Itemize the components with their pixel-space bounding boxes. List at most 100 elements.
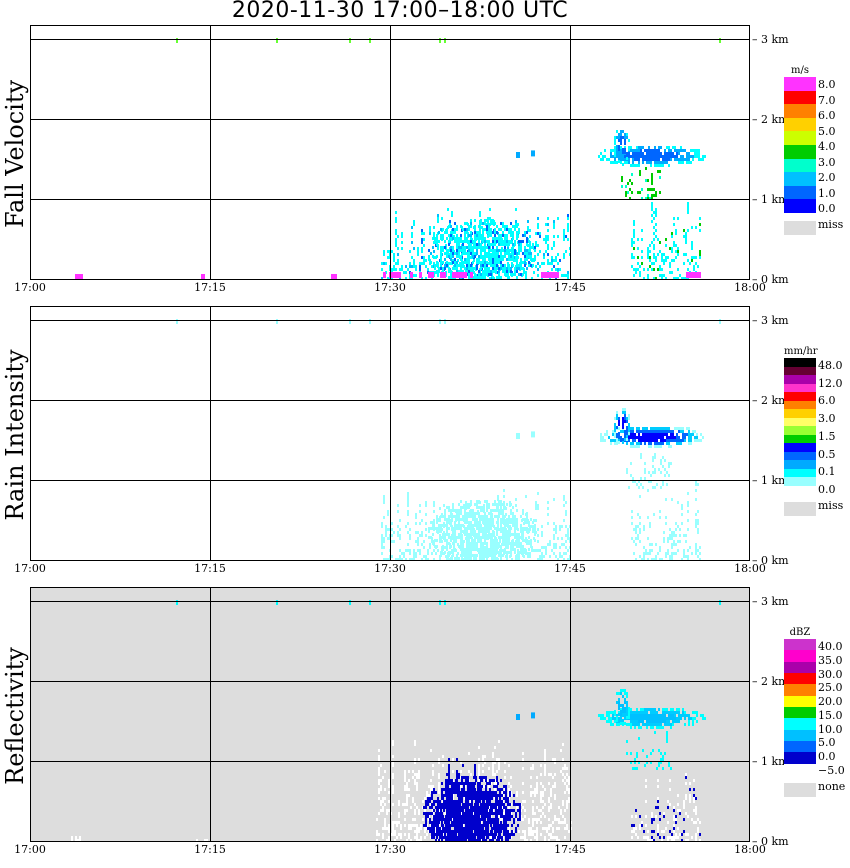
echo-pixel — [650, 474, 652, 477]
echo-pixel — [392, 824, 394, 827]
echo-pixel — [685, 235, 687, 238]
echo-pixel — [518, 273, 520, 276]
echo-pixel — [524, 521, 526, 524]
echo-pixel — [700, 158, 702, 161]
echo-pixel — [436, 821, 438, 824]
echo-pixel — [437, 806, 439, 809]
echo-pixel — [452, 833, 454, 836]
echo-pixel — [656, 439, 658, 442]
echo-pixel — [644, 158, 646, 161]
echo-pixel — [547, 244, 549, 247]
echo-pixel — [448, 797, 450, 800]
echo-pixel — [655, 229, 657, 232]
echo-pixel — [484, 551, 486, 554]
echo-pixel — [633, 528, 635, 531]
echo-pixel — [467, 776, 469, 779]
echo-pixel — [458, 791, 460, 794]
echo-pixel — [451, 214, 453, 217]
echo-pixel — [650, 433, 652, 436]
echo-pixel — [505, 791, 507, 794]
echo-pixel — [416, 782, 418, 785]
echo-pixel — [401, 247, 403, 250]
echo-pixel — [393, 268, 395, 271]
echo-pixel — [505, 836, 507, 839]
echo-pixel — [492, 812, 494, 815]
echo-pixel — [516, 267, 518, 270]
echo-pixel — [488, 225, 490, 228]
echo-pixel — [678, 436, 680, 439]
echo-pixel — [496, 503, 498, 506]
echo-pixel — [624, 151, 626, 154]
echo-pixel — [498, 758, 500, 761]
echo-pixel — [698, 152, 700, 155]
echo-pixel — [510, 270, 512, 273]
echo-pixel — [410, 827, 412, 830]
echo-pixel — [653, 194, 655, 197]
echo-pixel — [503, 489, 505, 492]
echo-pixel — [522, 512, 524, 515]
echo-pixel — [482, 536, 484, 539]
echo-pixel — [446, 249, 448, 252]
echo-pixel — [472, 839, 474, 841]
echo-pixel — [457, 552, 459, 555]
echo-pixel — [471, 803, 473, 806]
echo-pixel — [524, 234, 526, 237]
echo-pixel — [437, 800, 439, 803]
echo-pixel — [565, 510, 567, 513]
echo-pixel — [556, 839, 558, 841]
echo-pixel — [695, 513, 697, 516]
echo-pixel — [490, 228, 492, 231]
echo-pixel — [568, 800, 570, 803]
echo-pixel — [482, 800, 484, 803]
echo-pixel — [446, 779, 448, 782]
echo-pixel — [631, 191, 633, 194]
echo-pixel — [478, 240, 480, 243]
echo-pixel — [406, 809, 408, 812]
echo-pixel — [468, 536, 470, 539]
echo-pixel — [440, 536, 442, 539]
echo-pixel — [608, 158, 610, 161]
echo-pixel — [460, 264, 462, 267]
echo-pixel — [460, 533, 462, 536]
echo-pixel — [417, 253, 419, 256]
echo-pixel — [464, 821, 466, 824]
echo-pixel — [476, 821, 478, 824]
echo-pixel — [644, 477, 646, 480]
echo-pixel — [620, 146, 622, 149]
echo-pixel — [648, 152, 650, 155]
echo-pixel — [540, 800, 542, 803]
echo-pixel — [654, 427, 656, 430]
echo-pixel — [507, 839, 509, 841]
echo-pixel — [506, 228, 508, 231]
echo-pixel — [498, 824, 500, 827]
echo-pixel — [532, 264, 534, 267]
echo-pixel — [412, 770, 414, 773]
echo-pixel — [417, 250, 419, 253]
echo-pixel — [484, 264, 486, 267]
echo-pixel — [553, 220, 555, 223]
echo-pixel — [468, 557, 470, 560]
echo-pixel — [397, 259, 399, 262]
echo-pixel — [443, 504, 445, 507]
echo-pixel — [498, 542, 500, 545]
echo-pixel — [625, 191, 627, 194]
echo-pixel — [556, 818, 558, 821]
echo-pixel — [433, 827, 435, 830]
echo-pixel — [677, 250, 679, 253]
echo-pixel — [434, 267, 436, 270]
echo-pixel — [535, 241, 537, 244]
echo-pixel — [516, 237, 518, 240]
echo-pixel — [480, 794, 482, 797]
echo-pixel — [428, 530, 430, 533]
echo-pixel — [533, 537, 535, 540]
echo-pixel — [645, 179, 647, 182]
echo-pixel — [473, 785, 475, 788]
echo-pixel — [695, 546, 697, 549]
echo-pixel — [664, 433, 666, 436]
echo-pixel — [466, 833, 468, 836]
echo-pixel — [547, 217, 549, 220]
echo-pixel — [399, 537, 401, 540]
echo-pixel — [510, 231, 512, 234]
echo-pixel — [681, 507, 683, 510]
echo-pixel — [494, 836, 496, 839]
